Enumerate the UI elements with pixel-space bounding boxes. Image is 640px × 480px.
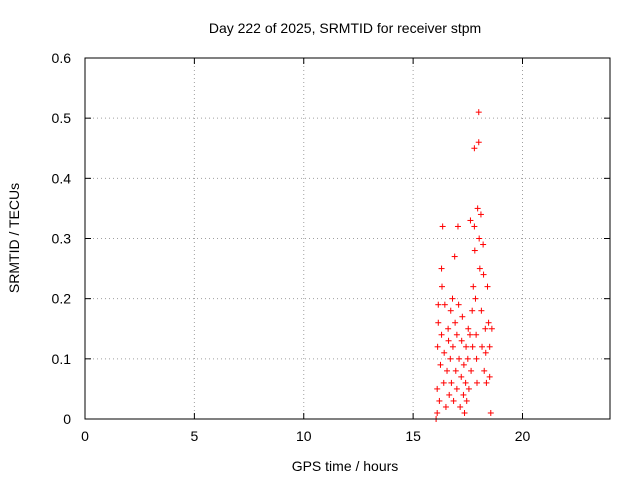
data-point xyxy=(458,337,465,344)
data-point xyxy=(451,253,458,260)
x-axis-label: GPS time / hours xyxy=(292,458,399,474)
data-point xyxy=(465,385,472,392)
data-point xyxy=(434,409,441,416)
data-point xyxy=(440,379,447,386)
data-point xyxy=(442,403,449,410)
data-point xyxy=(457,403,464,410)
data-point xyxy=(447,355,454,362)
data-point xyxy=(441,301,448,308)
data-point xyxy=(480,271,487,278)
data-point xyxy=(483,379,490,386)
data-point xyxy=(473,355,480,362)
x-tick-label: 10 xyxy=(296,428,312,444)
y-tick-label: 0.2 xyxy=(52,291,72,307)
data-point xyxy=(449,295,456,302)
x-tick-label: 5 xyxy=(190,428,198,444)
data-point xyxy=(484,283,491,290)
data-point xyxy=(467,331,473,338)
data-point xyxy=(485,319,492,326)
data-point xyxy=(486,343,493,350)
y-tick-label: 0.6 xyxy=(52,50,72,66)
data-point xyxy=(461,409,468,416)
data-point xyxy=(445,337,452,344)
data-point xyxy=(438,331,445,338)
data-point xyxy=(475,139,482,146)
data-point xyxy=(481,367,488,374)
chart-title: Day 222 of 2025, SRMTID for receiver stp… xyxy=(209,20,481,36)
data-point xyxy=(487,409,494,416)
y-tick-label: 0.3 xyxy=(52,231,72,247)
data-point xyxy=(479,343,486,350)
data-point xyxy=(459,313,466,320)
data-point xyxy=(476,235,483,242)
data-point xyxy=(464,355,471,362)
data-point xyxy=(469,307,476,314)
data-point xyxy=(465,325,472,332)
data-point xyxy=(474,379,480,386)
data-point xyxy=(480,241,487,248)
data-point xyxy=(462,379,469,386)
data-point xyxy=(460,361,467,368)
y-tick-label: 0.1 xyxy=(52,351,72,367)
data-point xyxy=(486,373,493,380)
data-point xyxy=(439,223,446,230)
data-points xyxy=(433,109,495,422)
grid xyxy=(85,58,610,419)
data-point xyxy=(452,319,459,326)
data-point xyxy=(476,265,483,272)
data-point xyxy=(471,145,478,152)
data-point xyxy=(456,355,463,362)
data-point xyxy=(471,223,478,230)
plot-area-frame xyxy=(84,57,611,420)
y-tick-label: 0.4 xyxy=(52,170,72,186)
data-point xyxy=(434,385,441,392)
data-point xyxy=(452,367,459,374)
x-tick-label: 15 xyxy=(405,428,421,444)
y-tick-label: 0.5 xyxy=(52,110,72,126)
x-tick-label: 0 xyxy=(81,428,89,444)
data-point xyxy=(460,391,467,398)
data-point xyxy=(467,217,474,224)
data-point xyxy=(470,283,477,290)
data-point xyxy=(434,343,441,350)
data-point xyxy=(453,385,460,392)
data-point xyxy=(447,307,454,314)
data-point xyxy=(488,325,495,332)
data-point xyxy=(439,283,445,290)
data-point xyxy=(472,295,479,302)
data-point xyxy=(449,343,456,350)
data-point xyxy=(478,307,485,314)
x-tick-label: 20 xyxy=(515,428,531,444)
y-tick-label: 0 xyxy=(63,411,71,427)
data-point xyxy=(455,301,462,308)
data-point xyxy=(436,397,443,404)
data-point xyxy=(482,325,489,332)
data-point xyxy=(469,343,476,350)
data-point xyxy=(453,331,460,338)
data-point xyxy=(475,109,482,116)
data-point xyxy=(441,349,448,356)
data-point xyxy=(474,205,481,212)
data-point xyxy=(435,301,442,308)
data-point xyxy=(468,367,475,374)
data-point xyxy=(477,211,484,218)
data-point xyxy=(463,343,470,350)
data-point xyxy=(437,361,444,368)
data-point xyxy=(446,391,453,398)
data-point xyxy=(450,397,457,404)
data-point xyxy=(458,373,465,380)
data-point xyxy=(435,319,442,326)
axis-ticks: 0 5 10 15 20 0 0.1 0.2 0.3 0.4 0.5 0.6 xyxy=(52,50,610,444)
data-point xyxy=(471,247,478,254)
data-point xyxy=(438,265,445,272)
data-point xyxy=(454,223,461,230)
data-point xyxy=(448,379,455,386)
data-point xyxy=(482,349,489,356)
data-point xyxy=(463,397,470,404)
data-point xyxy=(445,325,452,332)
y-axis-label: SRMTID / TECUs xyxy=(6,183,22,293)
data-point xyxy=(473,331,480,338)
data-point xyxy=(444,367,451,374)
